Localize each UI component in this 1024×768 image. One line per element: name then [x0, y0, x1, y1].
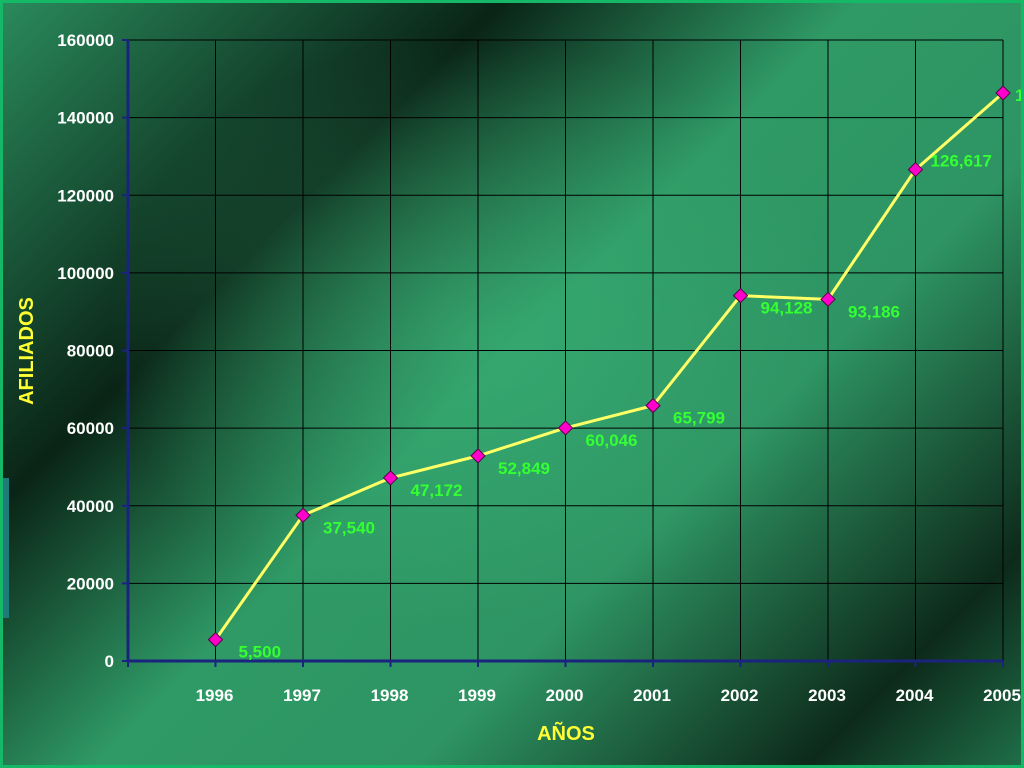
data-label: 60,046 [586, 431, 638, 450]
side-tab [3, 478, 9, 618]
x-tick-label: 2002 [721, 686, 759, 705]
data-point [820, 291, 836, 308]
data-labels: 5,500 37,540 47,172 52,849 60,046 65,799 94,12… [239, 86, 1022, 662]
y-tick-label: 0 [105, 652, 114, 671]
y-tick-label: 40000 [67, 497, 114, 516]
data-label: 126,617 [931, 152, 992, 171]
x-tick-label: 2001 [633, 686, 671, 705]
y-tick-label: 100000 [57, 264, 114, 283]
grid-lines [128, 39, 1004, 661]
x-tick-label: 1999 [458, 686, 496, 705]
y-tick-label: 80000 [67, 342, 114, 361]
series-polyline [214, 91, 1004, 641]
data-label: 52,849 [498, 459, 550, 478]
y-tick-label: 20000 [67, 574, 114, 593]
y-tick-label: 60000 [67, 419, 114, 438]
data-label: 93,186 [848, 302, 900, 321]
data-point [382, 470, 399, 486]
data-point [907, 161, 924, 178]
y-tick-label: 120000 [57, 186, 114, 205]
data-point [207, 631, 224, 648]
x-tick-label: 1998 [371, 686, 409, 705]
x-tick-label: 2003 [808, 686, 846, 705]
x-tick-label: 2004 [896, 686, 934, 705]
y-tick-labels: 0 20000 40000 60000 80000 100000 120000 140000 1… [57, 31, 114, 671]
data-label: 65,799 [673, 409, 725, 428]
x-axis-label: AÑOS [537, 722, 595, 745]
data-point [295, 507, 311, 524]
data-point [995, 85, 1011, 101]
data-label: 146,346 [1015, 86, 1021, 105]
y-tick-label: 140000 [57, 109, 114, 128]
data-label: 47,172 [411, 481, 463, 500]
x-tick-labels: 1996 1997 1998 1999 2000 2001 2002 2003 2004 2005 [196, 686, 1021, 705]
x-tick-label: 2005 [983, 686, 1021, 705]
y-axis-label: AFILIADOS [16, 297, 38, 405]
y-tick-label: 160000 [57, 31, 114, 50]
data-point [732, 287, 749, 304]
data-markers [207, 85, 1011, 648]
x-tick-label: 2000 [546, 686, 584, 705]
data-label: 5,500 [239, 643, 282, 662]
x-tick-label: 1997 [283, 686, 321, 705]
data-point [557, 420, 574, 436]
data-label: 37,540 [323, 518, 375, 537]
data-label: 94,128 [761, 299, 813, 318]
data-point [645, 397, 661, 414]
axes [122, 39, 1004, 667]
series-line [214, 91, 1004, 641]
x-tick-label: 1996 [196, 686, 234, 705]
line-chart: 0 20000 40000 60000 80000 100000 120000 140000 1… [16, 31, 1022, 745]
data-point [470, 448, 486, 464]
